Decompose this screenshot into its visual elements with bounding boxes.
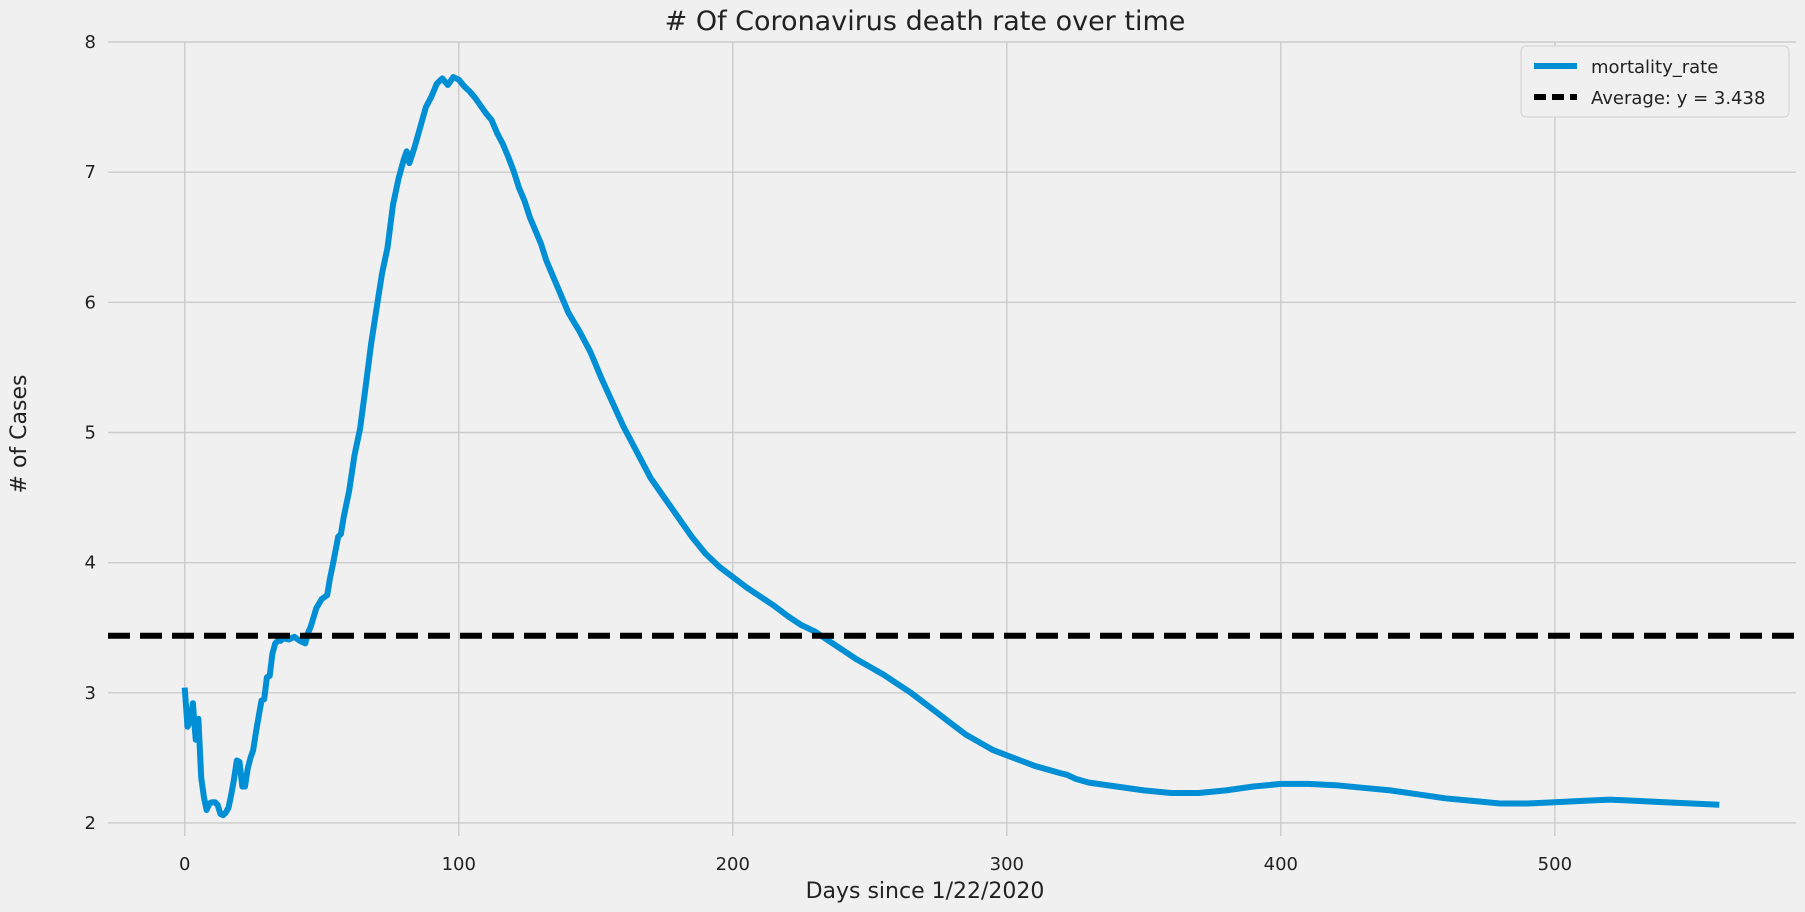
y-tick-label: 4 [85, 553, 96, 574]
legend-label-average: Average: y = 3.438 [1591, 88, 1765, 109]
x-tick-label: 400 [1264, 854, 1298, 875]
legend-frame [1520, 45, 1790, 118]
y-tick-labels: 2 3 4 5 6 7 8 [85, 32, 96, 834]
legend: mortality_rate Average: y = 3.438 [1520, 45, 1790, 118]
y-tick-label: 2 [85, 813, 96, 834]
x-tick-label: 300 [990, 854, 1024, 875]
x-tick-label: 200 [716, 854, 750, 875]
x-tick-labels: 0 100 200 300 400 500 [179, 854, 1572, 875]
y-tick-label: 3 [85, 683, 96, 704]
y-tick-label: 6 [85, 292, 96, 313]
y-axis-label: # of Cases [7, 375, 32, 494]
x-tick-label: 0 [179, 854, 190, 875]
y-tick-label: 7 [85, 162, 96, 183]
x-axis-label: Days since 1/22/2020 [806, 879, 1045, 904]
y-gridlines [108, 41, 1796, 824]
series-line-mortality-rate [181, 74, 1720, 819]
x-gridlines [184, 42, 1556, 836]
y-tick-label: 5 [85, 422, 96, 443]
x-tick-label: 500 [1538, 854, 1572, 875]
chart-title: # Of Coronavirus death rate over time [665, 6, 1186, 37]
x-tick-label: 100 [442, 854, 476, 875]
series-layer [108, 74, 1796, 819]
legend-label-mortality-rate: mortality_rate [1591, 57, 1718, 78]
y-tick-label: 8 [85, 32, 96, 53]
